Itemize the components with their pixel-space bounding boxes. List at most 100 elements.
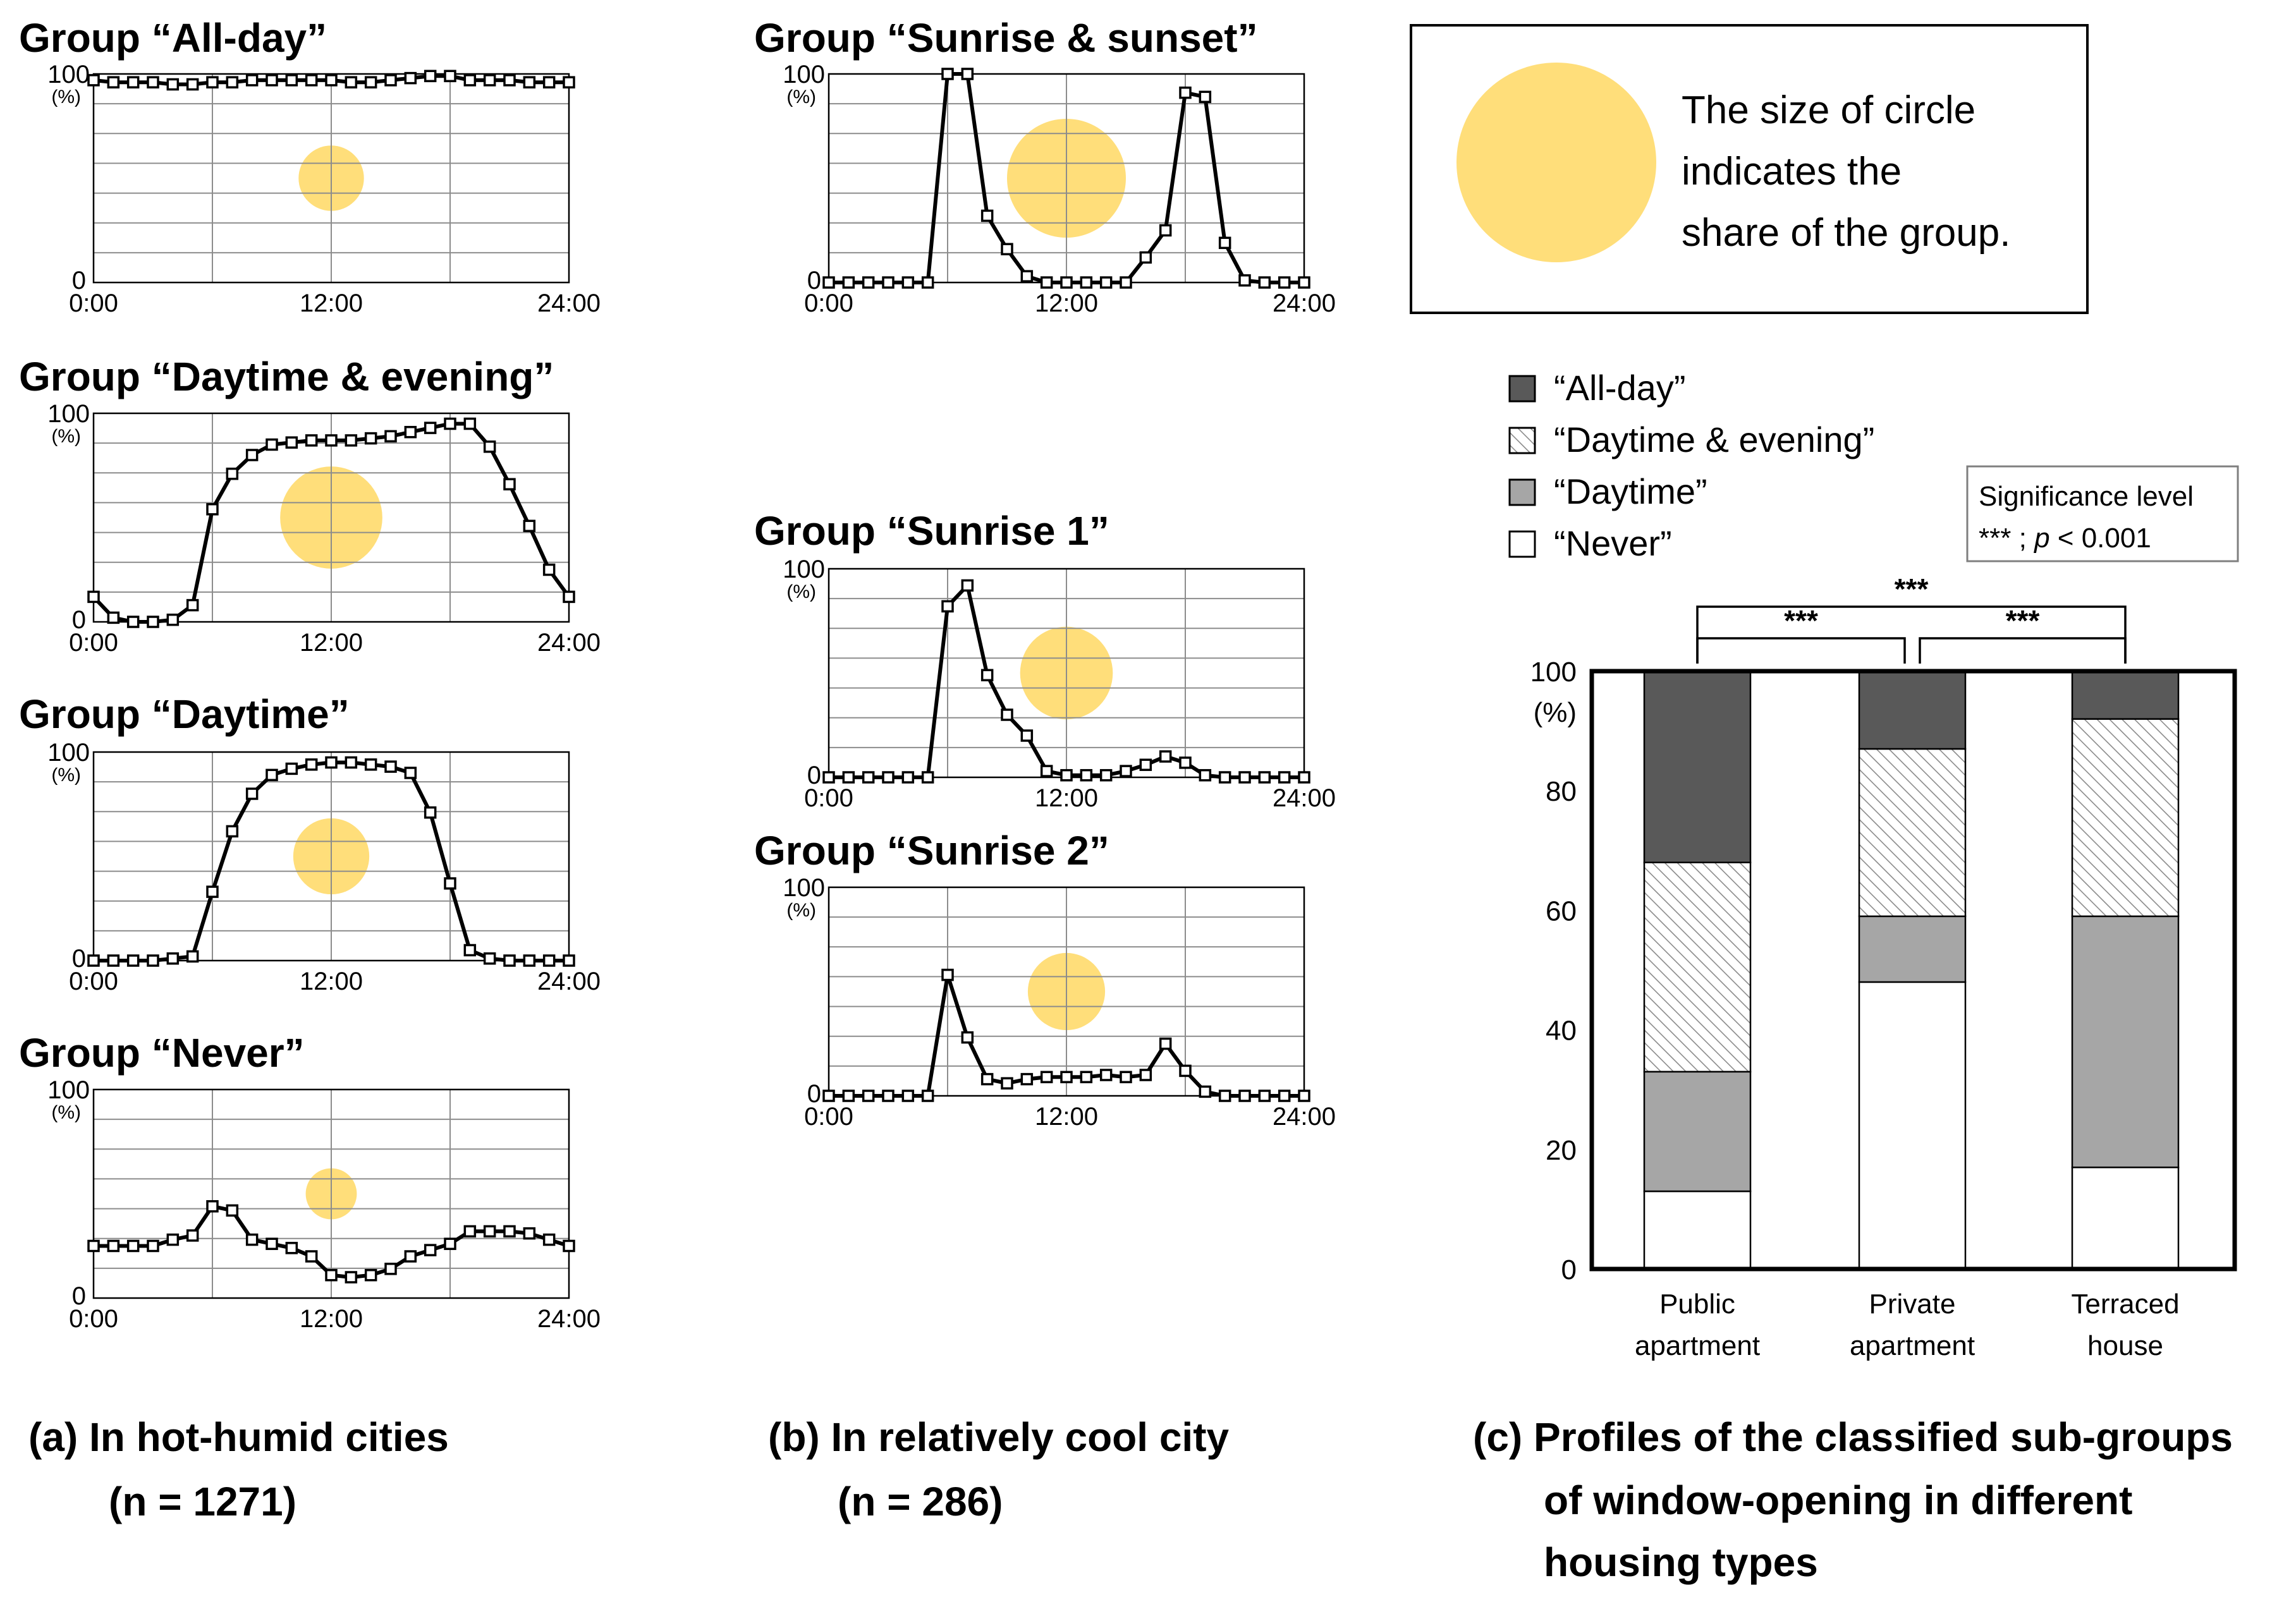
data-point: [563, 954, 575, 967]
y-bottom-label: 0: [72, 606, 86, 634]
data-point: [444, 877, 456, 890]
x-tick-label: 12:00: [1035, 784, 1098, 812]
data-point: [842, 276, 855, 289]
data-point: [126, 76, 140, 88]
data-point: [1179, 1064, 1192, 1078]
data-point: [563, 590, 575, 604]
data-point: [1258, 276, 1271, 289]
y-tick-label: 20: [1546, 1135, 1577, 1166]
data-point: [384, 430, 397, 443]
data-point: [345, 1271, 358, 1284]
data-point: [862, 771, 875, 784]
x-tick-label: 24:00: [537, 1305, 601, 1333]
data-point: [1001, 243, 1013, 255]
x-tick-label: apartment: [1850, 1330, 1975, 1361]
data-point: [444, 70, 456, 83]
data-point: [305, 74, 318, 87]
data-point: [285, 74, 298, 87]
plot-frame: [92, 1088, 570, 1299]
caption-line: (n = 1271): [109, 1479, 296, 1524]
data-point: [1139, 1069, 1152, 1081]
data-point: [941, 600, 954, 613]
x-tick-label: 24:00: [1273, 1103, 1336, 1131]
chart-title: Group “All-day”: [19, 15, 327, 61]
significance-stars: ***: [1784, 604, 1818, 637]
bar-segment-all-day: [1643, 670, 1752, 863]
y-bottom-label: 0: [807, 1080, 821, 1108]
data-point: [523, 76, 536, 88]
legend-label: “All-day”: [1554, 368, 1685, 408]
data-point: [1020, 729, 1034, 742]
y-top-label: 100: [783, 556, 825, 583]
data-point: [1199, 768, 1212, 782]
data-point: [1040, 1071, 1053, 1084]
panel-c: The size of circle indicates the share o…: [1410, 24, 2239, 1585]
y-unit-label: (%): [786, 581, 816, 602]
data-point: [862, 276, 875, 289]
x-tick-label: house: [2087, 1330, 2163, 1361]
y-unit-label: (%): [786, 900, 816, 921]
legend-swatch-daytime-evening: [1508, 427, 1536, 454]
data-point: [882, 771, 895, 784]
data-point: [1278, 276, 1291, 289]
y-top-label: 100: [47, 61, 90, 88]
chart-sunrise-sunset: Group “Sunrise & sunset” 100(%) 00:00 12:0…: [754, 15, 1336, 317]
chart-title: Group “Sunrise 1”: [754, 508, 1109, 554]
significance-stars: ***: [2006, 604, 2040, 637]
plot-frame: [827, 886, 1305, 1097]
data-point: [87, 74, 100, 87]
data-point: [186, 78, 199, 91]
data-point: [266, 74, 278, 87]
data-point: [1099, 1069, 1113, 1081]
data-point: [1199, 1085, 1212, 1098]
note-line: indicates the: [1682, 150, 1902, 193]
x-tick-label: 0:00: [804, 784, 853, 812]
data-point: [901, 771, 915, 784]
data-point: [941, 968, 954, 981]
x-tick-label: 12:00: [300, 968, 363, 995]
y-bottom-label: 0: [72, 945, 86, 973]
data-point: [1139, 758, 1152, 771]
data-point: [1218, 771, 1231, 784]
data-point: [226, 76, 239, 88]
data-point: [921, 771, 934, 784]
caption-line: (n = 286): [838, 1479, 1003, 1524]
data-point: [882, 1090, 895, 1102]
caption-a: (a) In hot-humid cities (n = 1271): [28, 1414, 449, 1524]
line-plot: 100(%) 00:00 12:00 24:00: [783, 874, 1336, 1131]
data-point: [1278, 771, 1291, 784]
y-tick-label: 0: [1561, 1254, 1577, 1285]
data-point: [822, 276, 835, 289]
data-point: [325, 756, 338, 769]
data-point: [503, 1225, 516, 1238]
data-point: [266, 438, 278, 451]
significance-box: Significance level *** ; p < 0.001: [1966, 465, 2239, 562]
data-point: [206, 885, 219, 898]
data-point: [186, 598, 199, 612]
data-point: [444, 417, 456, 430]
data-point: [862, 1090, 875, 1102]
data-point: [1120, 276, 1132, 289]
bar-segment-daytime: [2071, 915, 2180, 1169]
caption-line: (b) In relatively cool city: [768, 1414, 1230, 1460]
data-point: [980, 1072, 994, 1086]
line-plot: 100(%) 00:00 12:00 24:00: [783, 61, 1336, 317]
data-point: [1040, 765, 1053, 777]
bar-segment-all-day: [2071, 670, 2180, 720]
data-point: [1099, 276, 1113, 289]
data-point: [107, 954, 120, 967]
x-tick-label: 12:00: [1035, 1103, 1098, 1131]
data-point: [1238, 274, 1251, 287]
data-point: [245, 1233, 259, 1246]
data-point: [980, 669, 994, 682]
x-tick-label: 24:00: [537, 629, 601, 657]
x-tick-label: Private: [1869, 1289, 1956, 1320]
data-point: [1040, 276, 1053, 289]
data-point: [563, 1239, 575, 1253]
data-point: [463, 74, 477, 87]
data-point: [1080, 768, 1093, 782]
y-unit-label: (%): [51, 1102, 81, 1123]
y-tick-label: 40: [1546, 1016, 1577, 1047]
significance-stars: ***: [1895, 573, 1929, 605]
data-point: [503, 74, 516, 87]
